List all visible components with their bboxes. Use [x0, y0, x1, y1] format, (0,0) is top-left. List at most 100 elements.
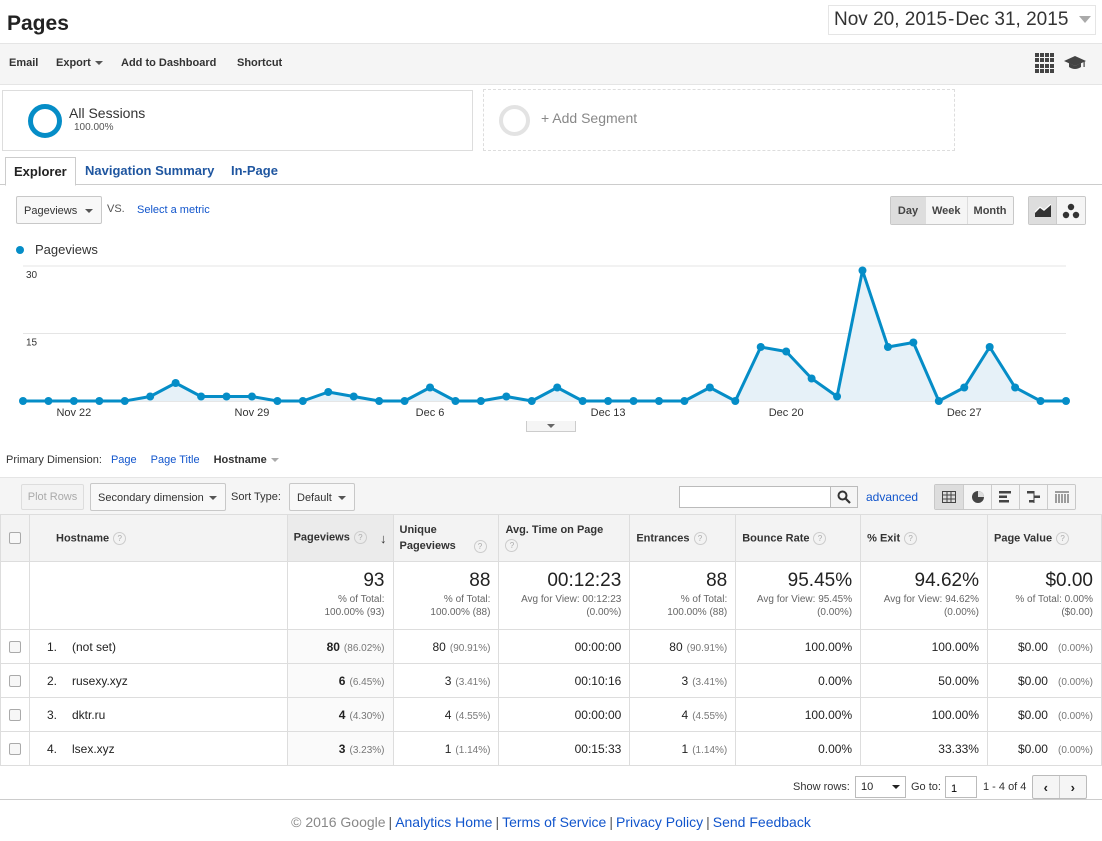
sort-type-select[interactable]: Default: [289, 483, 355, 511]
goto-page-input[interactable]: [945, 776, 977, 798]
column-header-entrances[interactable]: Entrances?: [629, 514, 737, 562]
data-point[interactable]: [909, 338, 918, 347]
data-point[interactable]: [44, 397, 53, 405]
period-month-button[interactable]: Month: [966, 197, 1013, 224]
help-icon[interactable]: ?: [904, 531, 918, 545]
help-icon[interactable]: ?: [1056, 531, 1070, 545]
add-to-dashboard-button[interactable]: Add to Dashboard: [121, 57, 217, 69]
hostname-link[interactable]: lsex.xyz: [72, 741, 115, 756]
data-point[interactable]: [807, 374, 816, 383]
data-point[interactable]: [375, 397, 384, 405]
comparison-view-icon[interactable]: [1019, 485, 1047, 509]
data-point[interactable]: [476, 397, 485, 405]
data-point[interactable]: [197, 392, 206, 401]
column-header-bounce-rate[interactable]: Bounce Rate?: [735, 514, 862, 562]
data-point[interactable]: [654, 397, 663, 405]
row-checkbox[interactable]: [9, 709, 21, 722]
data-point[interactable]: [960, 383, 969, 392]
data-point[interactable]: [1062, 397, 1070, 405]
help-icon[interactable]: ?: [813, 531, 827, 545]
data-point[interactable]: [298, 397, 307, 405]
data-point[interactable]: [273, 397, 282, 405]
data-point[interactable]: [400, 397, 409, 405]
footer-link-terms[interactable]: Terms of Service: [502, 814, 607, 830]
data-point[interactable]: [171, 379, 180, 387]
help-icon[interactable]: ?: [505, 539, 519, 552]
date-range-picker[interactable]: Nov 20, 2015 - Dec 31, 2015: [828, 5, 1096, 35]
column-header-exit[interactable]: % Exit?: [860, 514, 988, 562]
secondary-dimension-select[interactable]: Secondary dimension: [90, 483, 226, 511]
graduation-cap-icon[interactable]: [1064, 55, 1086, 71]
show-rows-select[interactable]: 10: [855, 776, 906, 798]
data-table-view-icon[interactable]: [935, 485, 963, 509]
data-point[interactable]: [324, 388, 333, 396]
data-point[interactable]: [934, 397, 943, 405]
hostname-link[interactable]: rusexy.xyz: [72, 673, 128, 688]
period-week-button[interactable]: Week: [925, 197, 967, 224]
data-point[interactable]: [95, 397, 104, 405]
row-checkbox[interactable]: [9, 743, 21, 756]
help-icon[interactable]: ?: [113, 531, 127, 545]
search-button[interactable]: [830, 486, 858, 508]
plot-rows-button[interactable]: Plot Rows: [21, 484, 84, 510]
data-point[interactable]: [502, 392, 511, 401]
next-page-button[interactable]: ›: [1060, 776, 1086, 798]
data-point[interactable]: [69, 397, 78, 405]
data-point[interactable]: [858, 266, 867, 275]
data-point[interactable]: [578, 397, 587, 405]
column-header-unique-pageviews[interactable]: Unique Pageviews?: [392, 514, 500, 562]
help-icon[interactable]: ?: [473, 539, 487, 553]
pivot-view-icon[interactable]: [1047, 485, 1075, 509]
advanced-filter-link[interactable]: advanced: [866, 490, 919, 504]
metric-select[interactable]: Pageviews: [16, 196, 102, 224]
data-point[interactable]: [146, 392, 155, 401]
data-point[interactable]: [705, 383, 714, 392]
column-header-avg-time[interactable]: Avg. Time on Page?: [498, 514, 631, 562]
footer-link-privacy[interactable]: Privacy Policy: [615, 814, 704, 830]
row-checkbox[interactable]: [9, 675, 21, 688]
data-point[interactable]: [349, 392, 358, 401]
motion-chart-icon[interactable]: [1057, 197, 1085, 224]
data-point[interactable]: [19, 397, 27, 405]
data-point[interactable]: [553, 383, 562, 392]
export-button[interactable]: Export: [56, 57, 103, 69]
add-segment-button[interactable]: + Add Segment: [483, 89, 955, 151]
data-point[interactable]: [782, 347, 791, 356]
dimension-option-page[interactable]: Page: [110, 454, 137, 466]
column-header-hostname[interactable]: Hostname?: [29, 514, 288, 562]
data-point[interactable]: [731, 397, 740, 405]
previous-page-button[interactable]: ‹: [1033, 776, 1060, 798]
pie-view-icon[interactable]: [963, 485, 991, 509]
data-point[interactable]: [451, 397, 460, 405]
segment-all-sessions[interactable]: All Sessions 100.00%: [2, 90, 473, 151]
line-chart-icon[interactable]: [1029, 197, 1058, 224]
data-point[interactable]: [426, 383, 435, 392]
dimension-option-page-title[interactable]: Page Title: [150, 454, 200, 466]
data-point[interactable]: [629, 397, 638, 405]
data-point[interactable]: [985, 343, 994, 351]
data-point[interactable]: [120, 397, 129, 405]
data-point[interactable]: [1036, 397, 1045, 405]
hostname-link[interactable]: dktr.ru: [72, 707, 106, 722]
help-icon[interactable]: ?: [693, 531, 707, 545]
data-point[interactable]: [1011, 383, 1020, 392]
data-point[interactable]: [833, 392, 842, 401]
tab-explorer[interactable]: Explorer: [5, 157, 76, 186]
period-day-button[interactable]: Day: [891, 197, 925, 224]
grid-icon[interactable]: [1035, 53, 1055, 73]
performance-view-icon[interactable]: [991, 485, 1019, 509]
collapse-chart-handle[interactable]: [526, 421, 576, 432]
footer-link-analytics-home[interactable]: Analytics Home: [395, 814, 493, 830]
help-icon[interactable]: ?: [353, 530, 367, 544]
data-point[interactable]: [883, 343, 892, 351]
table-search-input[interactable]: [679, 486, 831, 508]
column-header-page-value[interactable]: Page Value?: [986, 514, 1102, 562]
row-checkbox[interactable]: [9, 641, 21, 654]
data-point[interactable]: [680, 397, 689, 405]
select-metric-link[interactable]: Select a metric: [137, 204, 210, 216]
tab-in-page[interactable]: In-Page: [231, 163, 278, 178]
data-point[interactable]: [222, 392, 231, 401]
data-point[interactable]: [247, 392, 256, 401]
footer-link-feedback[interactable]: Send Feedback: [712, 814, 811, 830]
column-header-pageviews[interactable]: Pageviews? ↓: [286, 514, 394, 562]
